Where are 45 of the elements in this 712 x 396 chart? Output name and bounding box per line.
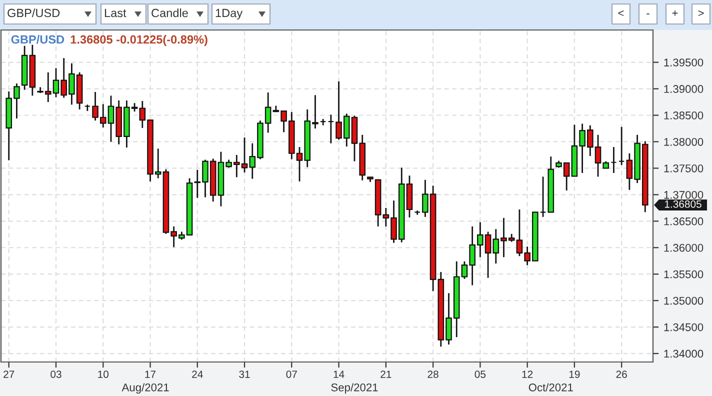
x-tick-label: 19 (569, 370, 580, 378)
candlestick (618, 126, 625, 166)
text: - (646, 13, 650, 14)
x-tick-label: 12 (522, 370, 533, 378)
text: 1Day (216, 8, 243, 20)
x-tick-label: 28 (428, 370, 438, 378)
x-tick-label: 03 (50, 370, 62, 378)
y-tick-label: 1.36500 (664, 217, 704, 226)
text: Aug/2021 (122, 383, 169, 394)
x-tick-label: 17 (145, 370, 156, 378)
y-tick-label: 1.37000 (664, 190, 704, 199)
y-tick-label: 1.35000 (664, 296, 704, 305)
text: > (698, 10, 704, 16)
text: Sep/2021 (331, 383, 378, 394)
y-tick-label: 1.39000 (664, 85, 704, 93)
text: Oct/2021 (528, 383, 573, 392)
x-tick-label: 26 (616, 370, 627, 378)
x-tick-label: 31 (239, 370, 250, 378)
x-tick-label: 07 (286, 370, 297, 378)
candlestick (320, 118, 326, 126)
y-tick-label: 1.38500 (664, 112, 704, 120)
text: 1.36805 (664, 200, 702, 208)
y-tick-label: 1.34000 (664, 350, 704, 358)
x-tick-label: 14 (334, 370, 344, 378)
candlestick (540, 176, 546, 218)
y-tick-label: 1.34500 (664, 323, 704, 332)
x-tick-label: 27 (4, 370, 14, 378)
text: Last (104, 8, 126, 18)
candlestick (328, 114, 334, 144)
text: + (672, 10, 678, 16)
y-tick-label: 1.35500 (664, 270, 704, 278)
text: GBP/USD (8, 8, 60, 18)
y-tick-label: 1.36000 (664, 244, 704, 252)
x-tick-label: 24 (192, 370, 203, 378)
x-tick-label: 05 (474, 370, 486, 378)
y-tick-label: 1.39500 (664, 58, 704, 66)
x-tick-label: 10 (98, 370, 109, 378)
y-tick-label: 1.38000 (664, 138, 704, 146)
y-tick-label: 1.37500 (664, 164, 704, 172)
text: Candle (152, 8, 188, 18)
candlestick (610, 146, 617, 174)
chart-title: GBP/USD (11, 34, 64, 44)
text: < (618, 10, 624, 16)
chart-subtitle: 1.36805 -0.01225(-0.89%) (70, 34, 208, 46)
x-tick-label: 21 (380, 370, 392, 378)
